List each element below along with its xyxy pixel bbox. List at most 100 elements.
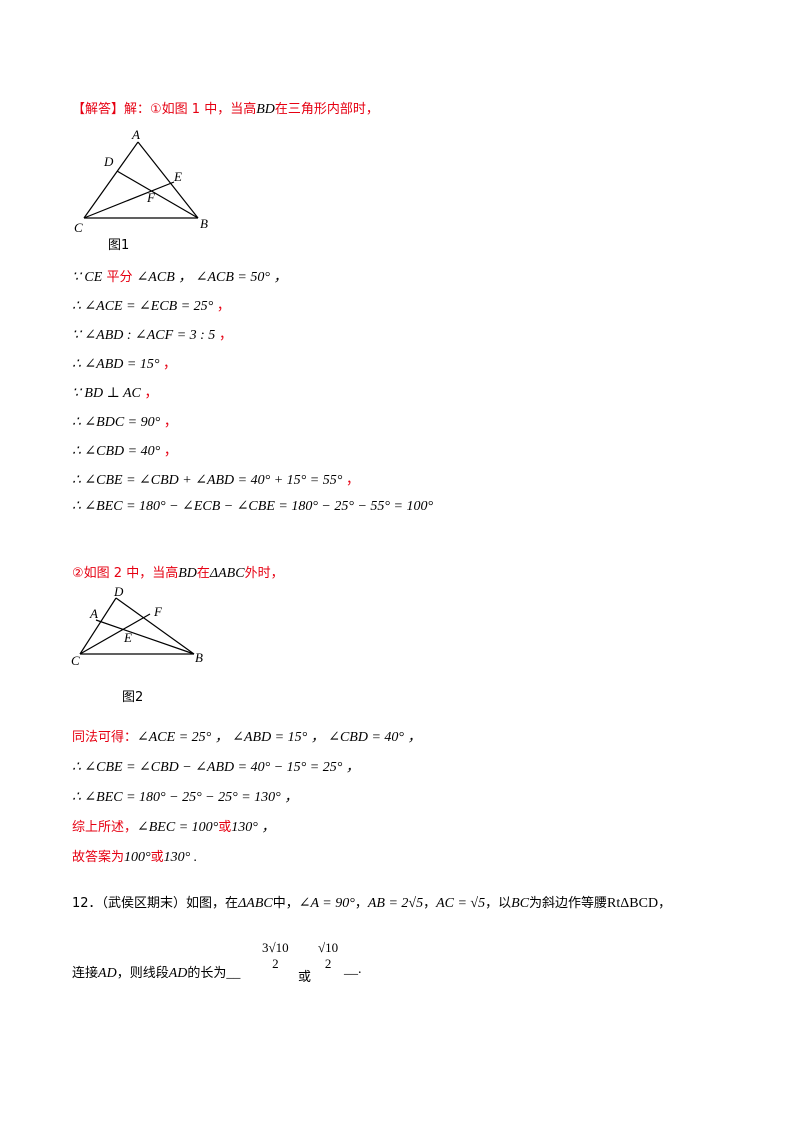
step1-line-5: ∵ BD ⊥ AC ， (72, 382, 158, 402)
step-math: ∠ABD : ∠ACF = 3 : 5 (84, 328, 216, 343)
case2-intro: ②如图 2 中，当高BD在ΔABC外时， (72, 562, 284, 582)
step-symbol: ∵ (72, 270, 81, 285)
step1-line-3: ∵ ∠ABD : ∠ACF = 3 : 5 ， (72, 324, 233, 344)
figure-1-diagram: A D E F C B (74, 127, 208, 235)
solution-header: 【解答】解：①如图 1 中，当高BD在三角形内部时， (72, 98, 379, 118)
step1-line-6: ∴ ∠BDC = 90° ， (72, 411, 178, 431)
answer-blank-end: __. (344, 962, 362, 977)
segment-bd (116, 170, 199, 219)
problem-text: ， (658, 896, 672, 911)
step-symbol: ∴ (72, 357, 81, 372)
answer-math-1: 100° (124, 850, 151, 865)
step-symbol: ∴ (72, 444, 81, 459)
step1-line-1: ∵ CE 平分 ∠ACB ， ∠ACB = 50° ， (72, 266, 287, 286)
case2-mid: 在 (196, 566, 210, 581)
problem-triangle: ΔABC (238, 896, 273, 911)
figure-2-diagram: D A F E C B (71, 584, 203, 668)
step-symbol: ∴ (72, 299, 81, 314)
answer-math-2: 130° . (163, 850, 198, 865)
fig1-label-c: C (74, 220, 83, 235)
step-math: ∴ ∠CBE = ∠CBD − ∠ABD = 40° − 15° = 25° ， (72, 760, 360, 775)
summary-math-1: ∠BEC = 100° (137, 820, 219, 835)
problem-12-line-2: 连接AD，则线段AD的长为__ (72, 962, 240, 982)
step1-line-9: ∴ ∠BEC = 180° − ∠ECB − ∠CBE = 180° − 25°… (72, 498, 433, 515)
problem-ad: AD (98, 966, 117, 981)
step1-line-2: ∴ ∠ACE = ∠ECB = 25° ， (72, 295, 231, 315)
step2-line-2: ∴ ∠CBE = ∠CBD − ∠ABD = 40° − 15° = 25° ， (72, 756, 360, 776)
problem-text: ，以 (485, 896, 512, 911)
step1-line-7: ∴ ∠CBD = 40° ， (72, 440, 178, 460)
step-math: ∠ABD = 15° (84, 357, 160, 372)
fig2-label-e: E (123, 630, 132, 645)
step-punct: ， (215, 328, 233, 343)
step-punct: ， (160, 444, 178, 459)
summary-or: 或 (218, 820, 232, 835)
problem-ad: AD (168, 966, 188, 981)
step-math: BD ⊥ AC (84, 386, 141, 401)
step-math-post: ∠ACB ， ∠ACB = 50° ， (136, 270, 288, 285)
step-punct: ， (213, 299, 231, 314)
step1-line-8: ∴ ∠CBE = ∠CBD + ∠ABD = 40° + 15° = 55° ， (72, 469, 360, 489)
bd-symbol: BD (256, 102, 275, 117)
step1-line-4: ∴ ∠ABD = 15° ， (72, 353, 177, 373)
fig1-label-a: A (131, 127, 140, 142)
fig2-label-a: A (89, 606, 98, 621)
step-math: ∠ACE = ∠ECB = 25° (84, 299, 214, 314)
step-math: ∠BEC = 180° − ∠ECB − ∠CBE = 180° − 25° −… (84, 499, 434, 514)
answer-blank-start: __ (226, 966, 241, 981)
step-math: ∴ ∠BEC = 180° − 25° − 25° = 130° ， (72, 790, 299, 805)
edge-ab (137, 141, 199, 219)
fraction-1-numerator: 3√10 (262, 940, 289, 955)
fraction-2-numerator: √10 (318, 940, 339, 955)
summary-math-2: 130° ， (231, 820, 276, 835)
summary-line: 综上所述，∠BEC = 100°或130° ， (72, 816, 275, 836)
segment-ce (83, 181, 175, 219)
figure-2: D A F E C B (68, 584, 218, 671)
case2-intro-text: ②如图 2 中，当高 (72, 566, 179, 581)
step-symbol: ∴ (72, 415, 81, 430)
similarly-math: ∠ACE = 25° ， ∠ABD = 15° ， ∠CBD = 40° ， (137, 730, 422, 745)
figure-2-caption: 图2 (122, 690, 144, 705)
fraction-2-denominator: 2 (324, 956, 332, 971)
step-symbol: ∵ (72, 386, 81, 401)
case2-end: 外时， (244, 566, 284, 581)
step-punct: ， (160, 415, 178, 430)
problem-text: 连接 (72, 966, 99, 981)
step-cn: 平分 (102, 270, 137, 285)
fig1-label-e: E (173, 169, 182, 184)
problem-number: 12． (72, 896, 102, 911)
problem-angle-a: ∠A = 90° (298, 896, 355, 911)
fig1-label-f: F (146, 190, 156, 205)
step-math: ∠CBD = 40° (84, 444, 161, 459)
problem-rt-triangle: RtΔBCD (607, 896, 659, 911)
solution-intro: 解：①如图 1 中，当高 (124, 102, 257, 117)
step-math: CE (84, 270, 103, 285)
edge-ac (83, 141, 139, 219)
fraction-1-denominator: 2 (272, 956, 279, 971)
fig1-label-d: D (103, 154, 114, 169)
answer-or: 或 (150, 850, 164, 865)
edge-ab (95, 619, 195, 655)
step2-line-3: ∴ ∠BEC = 180° − 25° − 25° = 130° ， (72, 786, 298, 806)
fig2-label-c: C (71, 653, 80, 666)
problem-text: ，则线段 (116, 966, 169, 981)
problem-text: 中， (272, 896, 299, 911)
step-punct: ， (159, 357, 177, 372)
step-symbol: ∵ (72, 328, 81, 343)
case2-triangle: ΔABC (209, 566, 245, 581)
fraction-1: 3√10 2 (262, 940, 289, 972)
problem-text: 为斜边作等腰 (529, 896, 608, 911)
problem-bc: BC (511, 896, 530, 911)
problem-text: 的长为 (187, 966, 227, 981)
problem-source: （武侯区期末）如图，在 (101, 896, 239, 911)
similarly-text: 同法可得： (72, 730, 138, 745)
step2-line-1: 同法可得：∠ACE = 25° ， ∠ABD = 15° ， ∠CBD = 40… (72, 726, 422, 746)
fraction-2: √10 2 (318, 940, 338, 972)
problem-12-line-1: 12．（武侯区期末）如图，在ΔABC中，∠A = 90°，AB = 2√5，AC… (72, 892, 671, 912)
problem-ab: AB = 2√5 (367, 896, 424, 911)
answer-line: 故答案为100°或130° . (72, 846, 197, 866)
problem-text: ， (354, 896, 368, 911)
answer-or-text: 或 (298, 970, 312, 985)
segment-cf (79, 613, 151, 655)
